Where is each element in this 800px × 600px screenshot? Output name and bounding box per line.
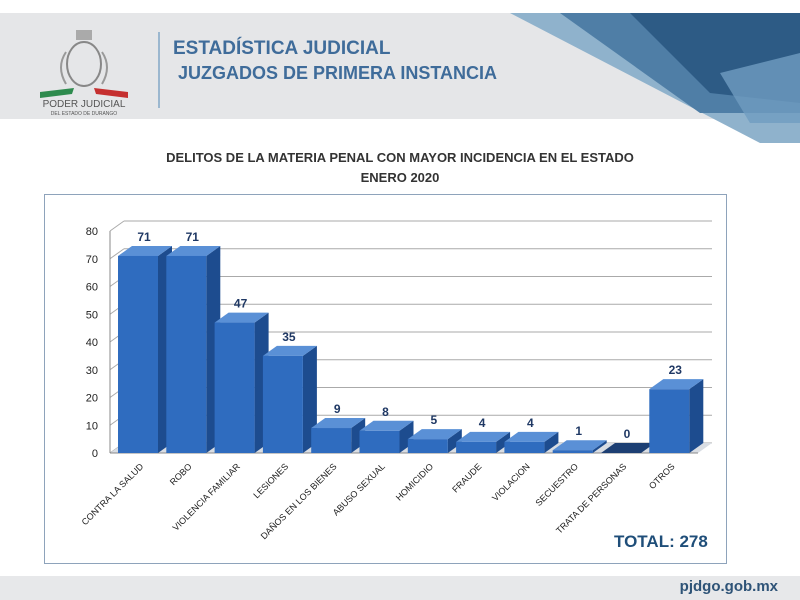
bar-top (504, 431, 559, 442)
bar (214, 312, 269, 453)
data-label: 9 (334, 402, 341, 416)
data-label: 1 (575, 424, 582, 438)
bar-front (262, 355, 303, 453)
chart-frame (44, 194, 727, 564)
data-label: 4 (479, 416, 486, 430)
grid-line-diag (109, 248, 125, 260)
bar (552, 440, 607, 453)
bar (407, 429, 462, 453)
bar-front (504, 441, 545, 453)
bar-front (214, 322, 255, 453)
x-tick-label: HOMICIDIO (394, 461, 435, 502)
poder-judicial-logo: PODER JUDICIAL DEL ESTADO DE DURANGO (40, 30, 128, 117)
logo-text: PODER JUDICIAL (43, 99, 126, 110)
data-label: 35 (282, 330, 296, 344)
bar-front (118, 255, 158, 453)
header-decoration (510, 13, 800, 143)
bar-front (456, 441, 497, 453)
bar-side (592, 440, 607, 453)
bar-top (407, 429, 462, 440)
y-tick-label: 30 (86, 365, 98, 377)
bar-top (601, 443, 655, 453)
header-divider (158, 32, 160, 108)
bar-top (166, 245, 221, 256)
bar (311, 418, 366, 453)
grid-line-diag (109, 220, 125, 232)
data-label: 0 (624, 427, 631, 441)
bar (262, 345, 317, 453)
bar (456, 431, 511, 453)
data-label: 4 (527, 416, 534, 430)
footer-band (0, 576, 800, 600)
bar (504, 431, 559, 453)
y-tick-label: 20 (86, 393, 98, 405)
bar-front (166, 255, 207, 453)
bar (166, 245, 221, 453)
page-title: ESTADÍSTICA JUDICIAL (173, 38, 391, 59)
bar-side (544, 431, 559, 453)
bar-front (552, 450, 593, 453)
bar-top (552, 440, 607, 451)
bar (649, 379, 704, 453)
x-tick-label: CONTRA LA SALUD (80, 461, 146, 527)
bar-front (311, 428, 352, 453)
data-label: 23 (669, 363, 683, 377)
bar-top (649, 379, 704, 390)
bar-side (496, 431, 511, 453)
y-tick-label: 80 (86, 226, 98, 238)
y-tick-label: 40 (86, 337, 98, 349)
chart-title: DELITOS DE LA MATERIA PENAL CON MAYOR IN… (166, 150, 634, 165)
total-label: TOTAL: 278 (614, 532, 708, 551)
data-label: 8 (382, 405, 389, 419)
data-label: 5 (430, 413, 437, 427)
logo-subtext: DEL ESTADO DE DURANGO (51, 111, 118, 117)
bar (118, 245, 172, 453)
bar-top (262, 345, 317, 356)
data-label: 71 (137, 230, 151, 244)
bar-front (649, 389, 690, 453)
y-tick-label: 70 (86, 254, 98, 266)
footer-url: pjdgo.gob.mx (679, 578, 778, 595)
x-tick-label: FRAUDE (450, 461, 483, 494)
bar-top (214, 312, 269, 323)
data-label: 71 (186, 230, 200, 244)
bar (601, 443, 655, 453)
y-tick-label: 10 (86, 420, 98, 432)
bar-side (447, 429, 462, 453)
data-label: 47 (234, 297, 248, 311)
y-tick-label: 60 (86, 282, 98, 294)
x-tick-label: ROBO (168, 461, 194, 487)
chart-subtitle: ENERO 2020 (360, 170, 440, 185)
x-tick-label: LESIONES (251, 461, 290, 500)
bar-front (359, 430, 400, 453)
bar-side (302, 345, 317, 453)
x-tick-label: OTROS (647, 461, 677, 491)
page-subtitle: JUZGADOS DE PRIMERA INSTANCIA (178, 63, 498, 83)
bar-top (311, 418, 366, 429)
bar (359, 420, 414, 453)
y-tick-label: 0 (92, 448, 98, 460)
bar-top (118, 245, 172, 256)
bar-side (689, 379, 704, 453)
bar-top (359, 420, 414, 431)
x-tick-label: SECUESTRO (533, 461, 580, 508)
bar-front (407, 439, 448, 453)
y-tick-label: 50 (86, 309, 98, 321)
x-tick-label: VIOLACION (490, 461, 532, 503)
x-tick-label: ABUSO SEXUAL (331, 461, 387, 517)
bar-top (456, 431, 511, 442)
